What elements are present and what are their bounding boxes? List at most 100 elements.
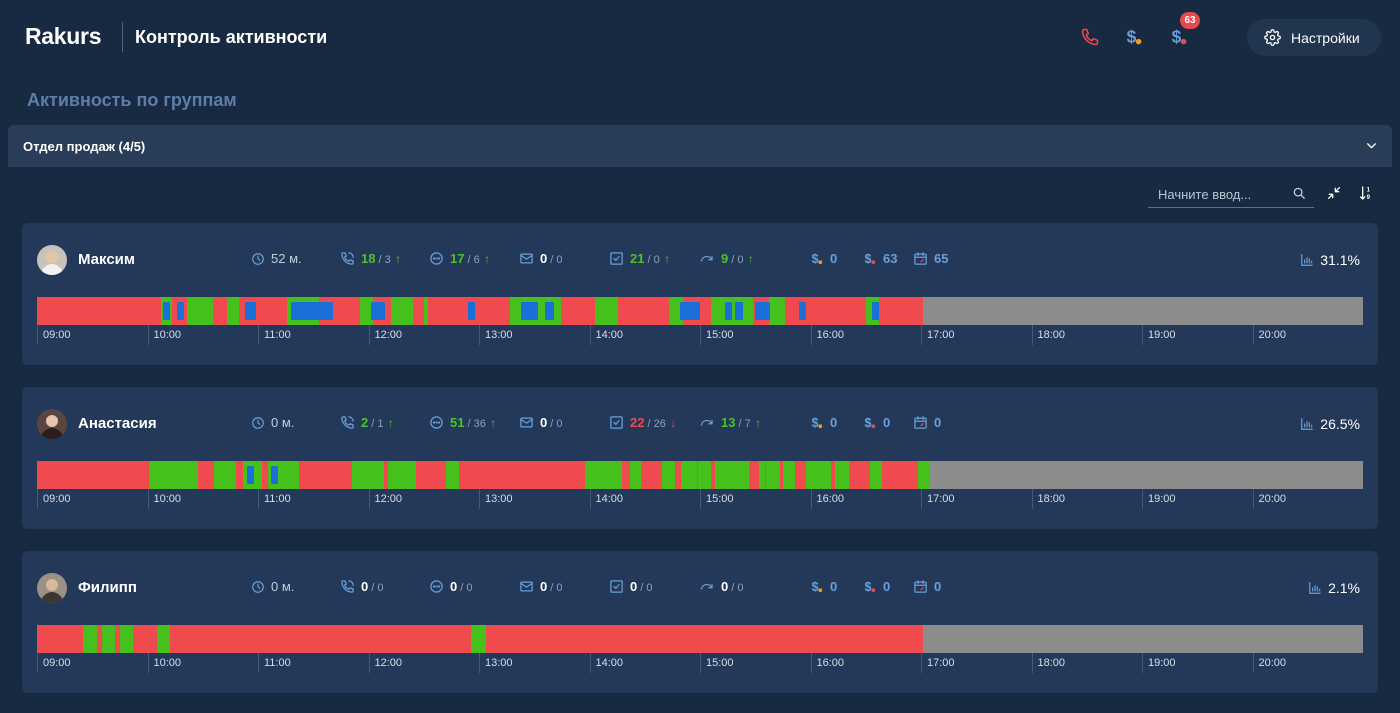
user-name[interactable]: Филипп <box>78 579 137 596</box>
timeline-call-marker <box>370 302 386 320</box>
time-tick-label: 09:00 <box>43 329 71 341</box>
time-tick: 14:00 <box>589 325 623 345</box>
time-tick-label: 12:00 <box>374 329 403 341</box>
time-tick-label: 16:00 <box>816 657 845 669</box>
deals-red-stat: $ 0 <box>862 579 891 594</box>
time-tick-label: 17:00 <box>927 493 955 505</box>
timeline-active-segment <box>834 461 850 489</box>
page-title: Контроль активности <box>135 27 328 47</box>
timeline-active-segment <box>782 461 796 489</box>
tasks-stat: 21 / 0 ↑ <box>609 251 670 266</box>
activity-timeline[interactable] <box>37 461 1363 489</box>
rounds-main: 13 <box>721 415 736 430</box>
calls-sub: 0 <box>377 582 384 594</box>
avatar[interactable] <box>37 245 67 275</box>
timeline-call-marker <box>872 302 879 320</box>
svg-text:$: $ <box>865 580 872 594</box>
chats-trend-arrow: ↑ <box>480 252 491 266</box>
activity-timeline[interactable] <box>37 297 1363 325</box>
dollar-orange-icon[interactable]: $ <box>1121 24 1147 50</box>
mail-stat: 0 / 0 <box>519 251 564 266</box>
time-tick-label: 14:00 <box>595 657 624 669</box>
time-tick: 17:00 <box>921 489 955 509</box>
time-tick-label: 09:00 <box>43 493 71 505</box>
user-card: Филипп 0 м. 0 / 0 0 / 0 0 / 0 0 / 0 0 / … <box>22 551 1378 693</box>
phone-icon[interactable] <box>1077 24 1103 50</box>
deals-orange-stat: $ 0 <box>809 415 838 430</box>
sort-icon[interactable]: 1 9 <box>1358 185 1376 203</box>
timeline-active-segment <box>681 461 697 489</box>
time-tick: 18:00 <box>1031 325 1065 345</box>
search-icon[interactable] <box>1292 186 1306 200</box>
time-tick: 19:00 <box>1142 653 1176 673</box>
clock-icon <box>252 580 264 593</box>
timeline-active-segment <box>595 297 619 325</box>
time-tick: 10:00 <box>147 325 181 345</box>
timeline-active-segment <box>917 461 930 489</box>
svg-text:$: $ <box>812 580 819 594</box>
time-tick: 17:00 <box>921 653 955 673</box>
tasks-stat: 22 / 26 ↓ <box>609 415 676 430</box>
dollar-red-icon[interactable]: $ <box>1166 24 1192 50</box>
phone-icon <box>341 580 354 593</box>
timeline-active-segment <box>148 461 199 489</box>
deals-red-value: 0 <box>883 579 891 594</box>
timeline-active-segment <box>715 461 749 489</box>
mail-sub: 0 <box>556 254 563 266</box>
calendar-icon <box>914 580 927 593</box>
timeline-call-marker <box>725 302 733 320</box>
time-tick: 13:00 <box>479 489 513 509</box>
time-tick: 12:00 <box>368 325 402 345</box>
chats-main: 51 <box>450 415 465 430</box>
avatar[interactable] <box>37 409 67 439</box>
timeline-offline-segment <box>923 625 1363 653</box>
search-box <box>1148 180 1314 208</box>
timeline-active-segment <box>669 297 684 325</box>
chevron-down-icon[interactable] <box>1365 139 1378 152</box>
timeline-active-segment <box>119 625 134 653</box>
calls-stat: 18 / 3 ↑ <box>340 251 401 266</box>
collapse-icon[interactable] <box>1326 185 1344 203</box>
checkbox-icon <box>610 252 623 265</box>
rounds-main: 0 <box>721 579 729 594</box>
rounds-sub: 7 <box>744 418 751 430</box>
user-name[interactable]: Максим <box>78 251 135 268</box>
chats-stat: 0 / 0 <box>429 579 474 594</box>
bar-chart-icon <box>1301 418 1314 430</box>
svg-text:$: $ <box>1127 27 1137 47</box>
checkbox-icon <box>610 580 623 593</box>
tasks-trend-arrow: ↑ <box>660 252 671 266</box>
clock-icon <box>252 252 264 265</box>
activity-timeline[interactable] <box>37 625 1363 653</box>
search-input[interactable] <box>1158 185 1288 203</box>
timeline-active-segment <box>766 461 780 489</box>
notification-badge: 63 <box>1180 12 1200 29</box>
phone-icon <box>341 252 354 265</box>
mail-main: 0 <box>540 579 548 594</box>
work-time-stat: 52 м. <box>251 251 302 266</box>
time-axis: 09:00 10:00 11:00 12:00 13:00 14:00 15:00 16:00… <box>37 653 1363 673</box>
avatar[interactable] <box>37 573 67 603</box>
svg-text:$: $ <box>812 252 819 266</box>
mail-stat: 0 / 0 <box>519 415 564 430</box>
timeline-active-segment <box>758 461 766 489</box>
chat-icon <box>430 580 443 593</box>
group-header[interactable]: Отдел продаж (4/5) <box>8 125 1392 167</box>
calendar-icon <box>914 416 927 429</box>
rounds-stat: 9 / 0 ↑ <box>699 251 754 266</box>
time-tick-label: 11:00 <box>264 657 291 669</box>
calendar-value: 0 <box>934 415 942 430</box>
calls-trend-arrow: ↑ <box>384 416 394 430</box>
mail-sub: 0 <box>556 418 563 430</box>
time-tick: 11:00 <box>258 489 291 509</box>
timeline-call-marker <box>271 466 278 484</box>
dollar-red-icon: $ <box>865 252 876 266</box>
mail-icon <box>520 417 533 428</box>
timeline-call-marker <box>520 302 533 320</box>
activity-percent-value: 26.5% <box>1320 416 1360 432</box>
user-name[interactable]: Анастасия <box>78 415 157 432</box>
settings-button[interactable]: Настройки <box>1247 19 1381 56</box>
chat-icon <box>430 416 443 429</box>
rounds-main: 9 <box>721 251 729 266</box>
mail-main: 0 <box>540 251 548 266</box>
